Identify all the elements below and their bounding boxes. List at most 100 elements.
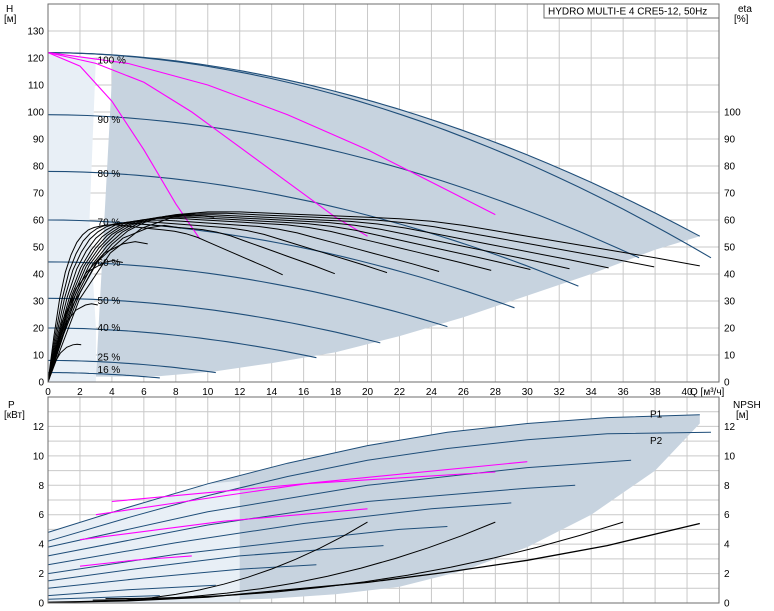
hq-curve-90-2 [47, 114, 640, 259]
npsh-speed-curve-2 [105, 521, 624, 600]
system-curve-1 [47, 52, 368, 237]
eta-curve-low-1 [47, 224, 181, 383]
npsh-tick-label: 10 [724, 451, 736, 462]
chart-title: HYDRO MULTI-E 4 CRE5-12, 50Hz [548, 7, 707, 18]
y-tick-label: 80 [33, 162, 45, 173]
hq-curve-50-6 [47, 297, 381, 344]
x-tick-label: 2 [77, 387, 83, 398]
x-tick-label: 4 [109, 387, 115, 398]
x-tick-label: 18 [330, 387, 342, 398]
npsh-tick-label: 0 [724, 599, 730, 610]
eta-curve-2 [47, 214, 609, 383]
p-tick-label: 2 [38, 569, 44, 580]
y-axis-unit: [м] [4, 14, 17, 25]
speed-label: 80 % [98, 169, 121, 180]
x-tick-label: 36 [618, 387, 630, 398]
eta-curve-low-3 [47, 259, 123, 383]
eta-curve-8 [47, 222, 335, 383]
npsh-tick-label: 12 [724, 422, 736, 433]
x-tick-label: 40 [681, 387, 693, 398]
y-tick-label: 90 [33, 135, 45, 146]
y-tick-label: 40 [33, 270, 45, 281]
eta-tick-label: 20 [724, 324, 736, 335]
power-envelope-low-flow [48, 480, 240, 603]
system-power-curve-0 [79, 555, 192, 567]
npsh-tick-label: 4 [724, 540, 730, 551]
hq-curve-60-5 [47, 261, 448, 328]
y-tick-label: 120 [27, 54, 44, 65]
system-curve-0 [47, 52, 201, 240]
eta-curve-low-5 [47, 343, 82, 383]
eta-tick-label: 60 [724, 216, 736, 227]
npsh-axis-label: NPSH [733, 400, 761, 411]
x-tick-label: 20 [362, 387, 374, 398]
eta-curve-1 [47, 212, 655, 383]
npsh-tick-label: 8 [724, 481, 730, 492]
y-tick-label: 50 [33, 243, 45, 254]
x-tick-label: 30 [522, 387, 534, 398]
eta-tick-label: 100 [724, 108, 741, 119]
eta-axis-label: eta [738, 4, 752, 15]
eta-tick-label: 80 [724, 162, 736, 173]
hq-envelope [95, 54, 700, 377]
power-curve-2 [47, 502, 512, 566]
eta-curve-low-0 [47, 214, 215, 383]
x-tick-label: 10 [202, 387, 214, 398]
x-tick-label: 0 [45, 387, 51, 398]
power-curve-4 [47, 545, 384, 582]
x-tick-label: 24 [426, 387, 438, 398]
x-axis-label: Q [м³/ч] [690, 387, 725, 398]
eta-axis-unit: [%] [734, 14, 749, 25]
hq-curve-40-7 [48, 327, 317, 359]
power-curve-7 [47, 595, 160, 600]
x-tick-label: 12 [234, 387, 246, 398]
power-curves: P1 P2 [47, 410, 712, 603]
title-box [543, 3, 720, 19]
eta-curve-0 [47, 211, 700, 383]
eta-tick-label: 90 [724, 135, 736, 146]
eta-curve-5 [47, 217, 492, 383]
p-tick-label: 8 [38, 481, 44, 492]
p-tick-label: 4 [38, 540, 44, 551]
x-tick-label: 8 [173, 387, 179, 398]
npsh-curve [47, 522, 700, 603]
speed-label: 90 % [98, 115, 121, 126]
npsh-speed-curve-1 [92, 521, 496, 601]
hq-curve-100-1 [47, 52, 712, 259]
eta-curve-3 [47, 215, 570, 383]
p1-label: P1 [650, 410, 663, 421]
eta-tick-label: 40 [724, 270, 736, 281]
x-tick-label: 14 [266, 387, 278, 398]
y-tick-label: 0 [38, 378, 44, 389]
power-curve-6 [47, 584, 216, 597]
eta-tick-label: 50 [724, 243, 736, 254]
speed-label: 70 % [98, 218, 121, 229]
hq-envelope-low-flow [48, 52, 96, 382]
power-curve-0 [47, 459, 632, 548]
power-curve-1 [47, 484, 576, 557]
speed-label: 60 % [98, 258, 121, 269]
p-tick-label: 0 [38, 599, 44, 610]
speed-label: 100 % [98, 56, 126, 67]
x-tick-label: 38 [650, 387, 662, 398]
eta-curve-4 [47, 216, 531, 383]
y-tick-label: 110 [28, 81, 44, 92]
eta-curve-9 [47, 224, 283, 383]
x-tick-label: 26 [458, 387, 470, 398]
eta-tick-label: 30 [724, 297, 736, 308]
speed-label: 25 % [98, 353, 121, 364]
p-tick-label: 6 [38, 510, 44, 521]
system-curve-2 [47, 52, 496, 216]
eta-tick-label: 70 [724, 189, 736, 200]
y-tick-label: 60 [33, 216, 45, 227]
npsh-tick-label: 6 [724, 510, 730, 521]
y-tick-label: 20 [33, 324, 45, 335]
x-tick-label: 34 [586, 387, 598, 398]
speed-label: 50 % [98, 296, 121, 307]
eta-tick-label: 0 [724, 378, 730, 389]
eta-curve-6 [47, 219, 440, 383]
x-tick-label: 16 [298, 387, 310, 398]
hq-curves: 100 % 90 % 80 % 70 % 60 % 50 % 40 % 25 %16 % [47, 52, 712, 383]
eta-curve-low-2 [47, 241, 148, 383]
